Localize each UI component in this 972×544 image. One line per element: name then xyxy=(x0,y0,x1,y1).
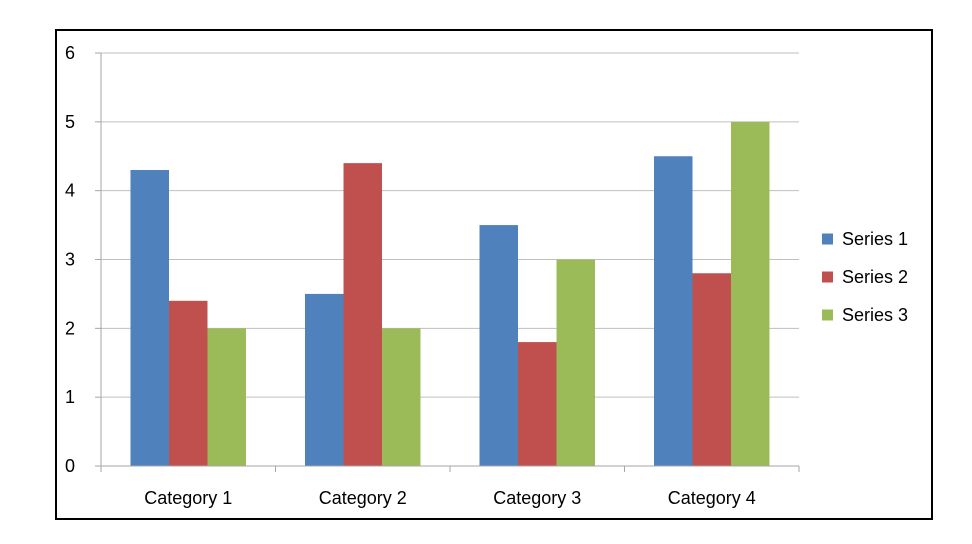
bar-series-3-category-2 xyxy=(382,328,421,466)
bar-series-2-category-2 xyxy=(343,163,382,466)
y-tick-label: 6 xyxy=(65,43,75,63)
y-tick-label: 4 xyxy=(65,181,75,201)
y-tick-label: 2 xyxy=(65,318,75,338)
bar-series-2-category-1 xyxy=(169,300,208,466)
legend-swatch-series-2 xyxy=(822,271,833,283)
legend: Series 1 Series 2 Series 3 xyxy=(822,229,908,325)
legend-label-series-3: Series 3 xyxy=(842,305,908,325)
x-tick-label: Category 1 xyxy=(144,488,232,508)
legend-label-series-2: Series 2 xyxy=(842,267,908,287)
y-tick-label: 5 xyxy=(65,112,75,132)
bar-series-3-category-1 xyxy=(207,328,246,466)
y-tick-label: 0 xyxy=(65,456,75,476)
bar-series-3-category-4 xyxy=(731,121,770,466)
y-tick-label: 3 xyxy=(65,250,75,270)
bar-series-2-category-3 xyxy=(518,342,557,466)
y-tick-labels: 0 1 2 3 4 5 6 xyxy=(65,43,75,476)
bar-series-1-category-4 xyxy=(654,156,693,466)
bar-series-3-category-3 xyxy=(556,259,595,466)
legend-swatch-series-3 xyxy=(822,309,833,321)
y-tick-label: 1 xyxy=(65,387,75,407)
bar-series-2-category-4 xyxy=(692,273,731,466)
x-tick-label: Category 4 xyxy=(668,488,756,508)
legend-label-series-1: Series 1 xyxy=(842,229,908,249)
axes xyxy=(95,52,800,472)
x-tick-labels: Category 1 Category 2 Category 3 Category 4 xyxy=(144,488,756,508)
bars xyxy=(130,121,770,466)
bar-series-1-category-2 xyxy=(305,293,344,466)
x-tick-label: Category 2 xyxy=(319,488,407,508)
bar-series-1-category-3 xyxy=(479,225,518,466)
bar-series-1-category-1 xyxy=(130,170,169,466)
x-tick-label: Category 3 xyxy=(493,488,581,508)
legend-swatch-series-1 xyxy=(822,233,833,245)
